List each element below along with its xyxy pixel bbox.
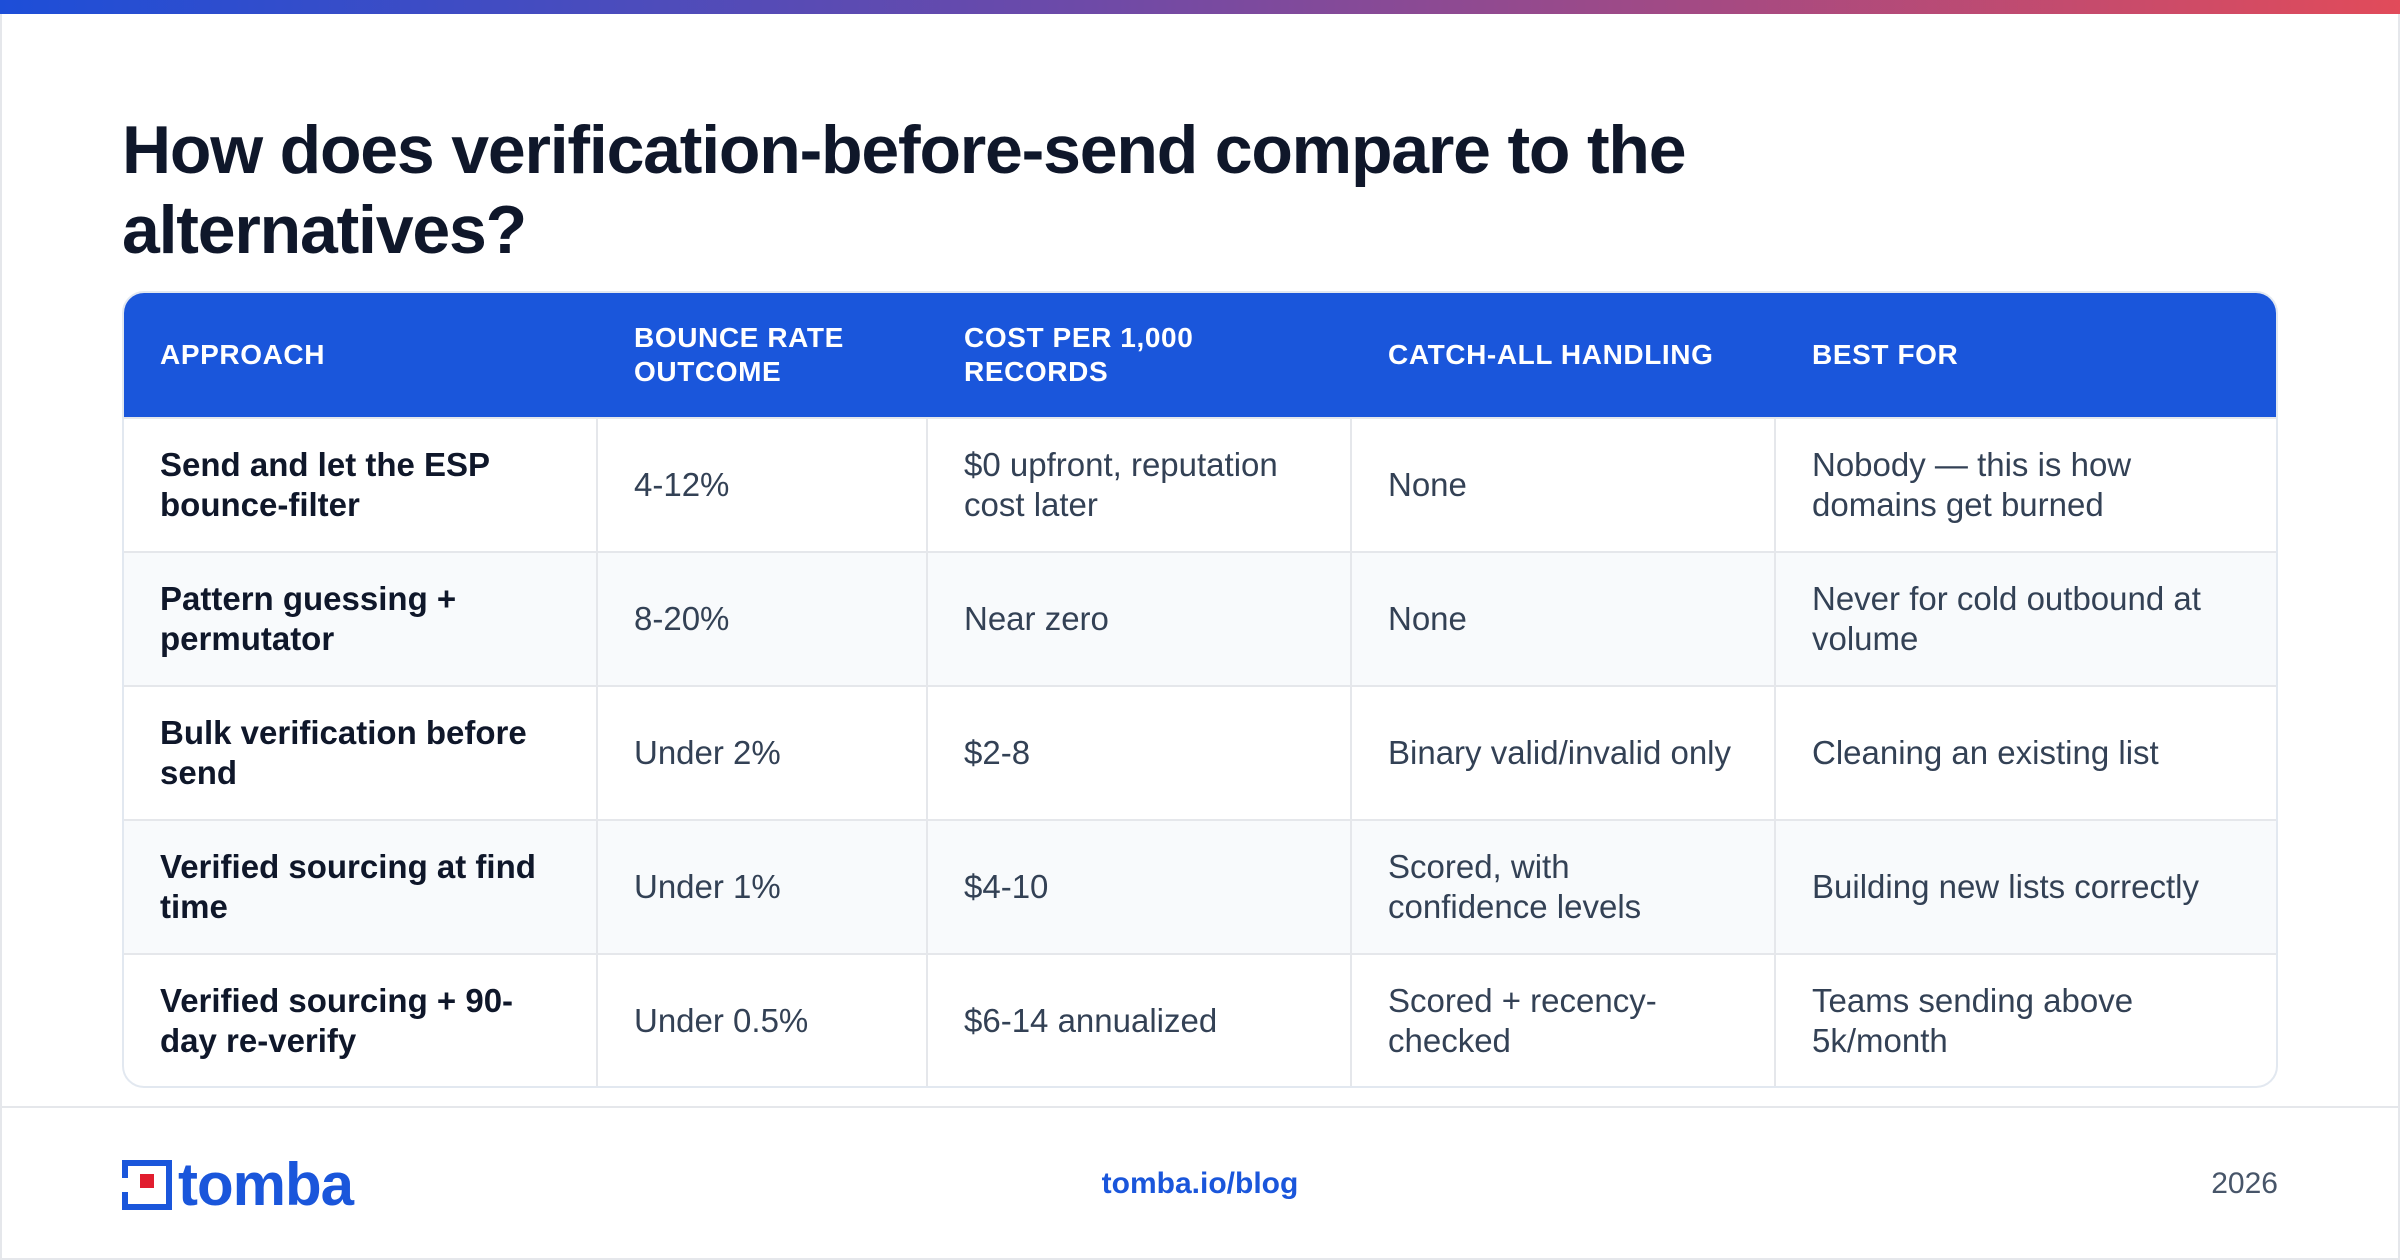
header-bounce-rate: BOUNCE RATE OUTCOME [634, 322, 844, 387]
cell-bounce-rate: 4-12% [598, 419, 928, 551]
footer-divider [0, 1106, 2400, 1108]
footer-year: 2026 [2211, 1167, 2278, 1200]
table-row: Verified sourcing at find time Under 1% … [124, 819, 2276, 953]
header-cost: COST PER 1,000 RECORDS [964, 322, 1194, 387]
cell-catch-all: Scored, with confidence levels [1352, 821, 1776, 953]
cell-bounce-rate: Under 0.5% [598, 955, 928, 1086]
cell-cost: Near zero [928, 553, 1352, 685]
cell-catch-all: None [1352, 419, 1776, 551]
header-best-for: BEST FOR [1812, 339, 1959, 370]
tomba-logo[interactable]: tomba [122, 1151, 354, 1218]
page-title: How does verification-before-send compar… [122, 112, 1687, 268]
cell-best-for: Building new lists correctly [1812, 868, 2199, 905]
cell-approach: Pattern guessing + permutator [124, 553, 598, 685]
logo-wordmark: tomba [178, 1151, 354, 1218]
cell-cost: $0 upfront, reputation cost later [928, 419, 1352, 551]
cell-catch-all: Binary valid/invalid only [1352, 687, 1776, 819]
cell-approach: Verified sourcing at find time [124, 821, 598, 953]
cell-cost: $4-10 [928, 821, 1352, 953]
cell-approach: Verified sourcing + 90-day re-verify [124, 955, 598, 1086]
cell-bounce-rate: Under 1% [598, 821, 928, 953]
top-gradient-bar [0, 0, 2400, 14]
cell-cost: $6-14 annualized [928, 955, 1352, 1086]
blog-link[interactable]: tomba.io/blog [1101, 1167, 1299, 1200]
cell-best-for: Never for cold outbound at volume [1812, 580, 2201, 657]
cell-catch-all: Scored + recency-checked [1352, 955, 1776, 1086]
header-approach: APPROACH [160, 339, 326, 370]
header-catch-all: CATCH-ALL HANDLING [1388, 339, 1714, 370]
cell-approach: Send and let the ESP bounce-filter [124, 419, 598, 551]
table-row: Verified sourcing + 90-day re-verify Und… [124, 953, 2276, 1086]
cell-best-for: Teams sending above 5k/month [1812, 982, 2134, 1059]
cell-catch-all: None [1352, 553, 1776, 685]
tomba-logo-mark-icon [122, 1160, 172, 1210]
cell-bounce-rate: 8-20% [598, 553, 928, 685]
table-row: Bulk verification before send Under 2% $… [124, 685, 2276, 819]
table-row: Send and let the ESP bounce-filter 4-12%… [124, 417, 2276, 551]
table-row: Pattern guessing + permutator 8-20% Near… [124, 551, 2276, 685]
cell-best-for: Nobody — this is how domains get burned [1812, 446, 2132, 523]
cell-bounce-rate: Under 2% [598, 687, 928, 819]
table-header-row: APPROACH BOUNCE RATE OUTCOME COST PER 1,… [124, 293, 2276, 417]
cell-approach: Bulk verification before send [124, 687, 598, 819]
cell-cost: $2-8 [928, 687, 1352, 819]
comparison-table: APPROACH BOUNCE RATE OUTCOME COST PER 1,… [122, 291, 2278, 1088]
cell-best-for: Cleaning an existing list [1812, 734, 2159, 771]
